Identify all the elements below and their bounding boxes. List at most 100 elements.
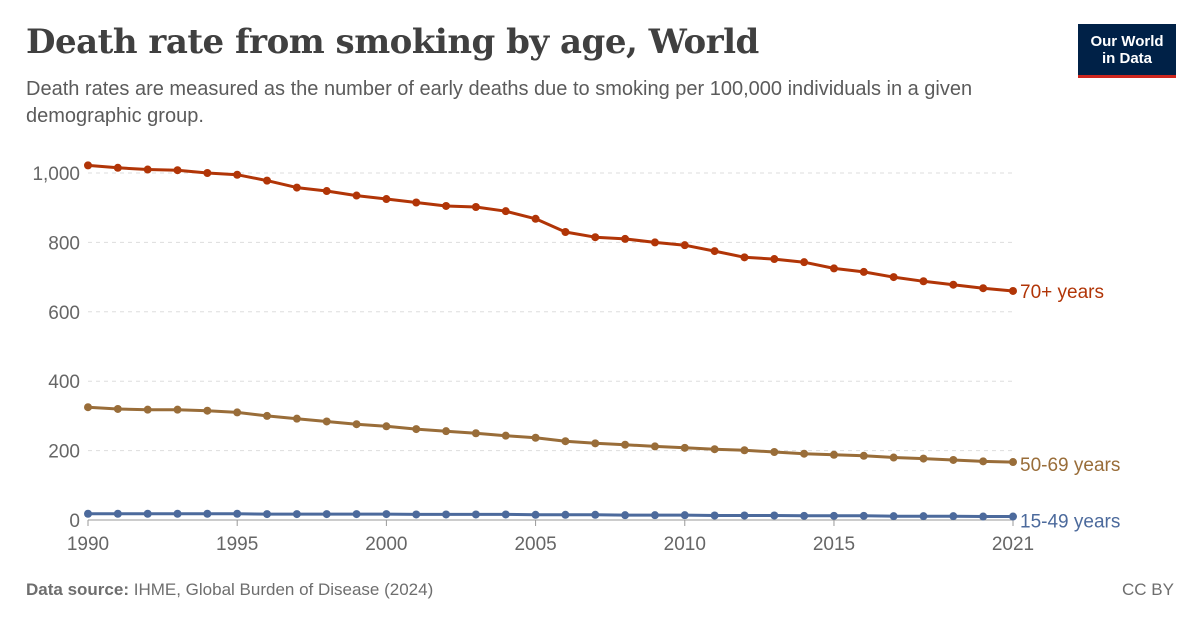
- data-point: [591, 439, 600, 448]
- data-point: [471, 429, 480, 438]
- data-point: [352, 191, 361, 200]
- data-point: [949, 512, 958, 521]
- owid-logo[interactable]: Our World in Data: [1078, 24, 1176, 78]
- data-point: [800, 511, 809, 520]
- data-point: [949, 455, 958, 464]
- x-tick-label: 1995: [216, 534, 258, 555]
- series-70-years: [84, 161, 1017, 295]
- series-label: 50-69 years: [1020, 455, 1120, 476]
- data-point: [919, 454, 928, 463]
- data-point: [263, 510, 272, 519]
- data-point: [800, 258, 809, 267]
- source-text[interactable]: IHME, Global Burden of Disease (2024): [133, 580, 434, 599]
- data-point: [263, 176, 272, 185]
- data-point: [442, 201, 451, 210]
- series-line: [87, 163, 1014, 293]
- data-point: [173, 509, 182, 518]
- series-15-49-years: [84, 509, 1017, 521]
- series-line: [87, 405, 1014, 464]
- data-point: [889, 512, 898, 521]
- data-point: [800, 449, 809, 458]
- data-point: [292, 510, 301, 519]
- y-tick-label: 1,000: [32, 164, 80, 185]
- data-point: [919, 277, 928, 286]
- data-point: [143, 405, 152, 414]
- data-point: [889, 273, 898, 282]
- series-label: 70+ years: [1020, 282, 1104, 303]
- data-point: [143, 509, 152, 518]
- data-point: [561, 437, 570, 446]
- data-point: [113, 404, 122, 413]
- y-tick-label: 0: [69, 511, 80, 532]
- x-tick-label: 2010: [664, 534, 706, 555]
- x-tick-label: 2021: [992, 534, 1034, 555]
- data-point: [561, 510, 570, 519]
- data-point: [442, 427, 451, 436]
- x-tick-label: 2000: [365, 534, 407, 555]
- data-point: [591, 510, 600, 519]
- data-point: [680, 443, 689, 452]
- data-point: [412, 425, 421, 434]
- data-point: [829, 264, 838, 273]
- data-point: [650, 511, 659, 520]
- data-point: [650, 238, 659, 247]
- data-point: [591, 233, 600, 242]
- data-point: [84, 161, 92, 170]
- data-point: [113, 509, 122, 518]
- data-point: [292, 414, 301, 423]
- series-50-69-years: [84, 403, 1017, 467]
- x-tick-label: 2005: [514, 534, 556, 555]
- data-point: [621, 511, 630, 520]
- data-point: [501, 431, 510, 440]
- data-point: [173, 405, 182, 414]
- data-point: [263, 411, 272, 420]
- chart-subtitle: Death rates are measured as the number o…: [26, 78, 973, 127]
- license-link[interactable]: CC BY: [1122, 580, 1174, 599]
- data-point: [561, 227, 570, 236]
- data-point: [173, 166, 182, 175]
- data-point: [471, 203, 480, 212]
- data-point: [382, 510, 391, 519]
- data-point: [770, 255, 779, 264]
- footer: Data source: IHME, Global Burden of Dise…: [26, 580, 1174, 600]
- data-point: [859, 511, 868, 520]
- data-point: [859, 451, 868, 460]
- series-label: 15-49 years: [1020, 512, 1120, 533]
- data-point: [621, 440, 630, 449]
- data-point: [531, 214, 540, 223]
- data-point: [203, 509, 212, 518]
- data-point: [740, 511, 749, 520]
- y-tick-label: 600: [48, 303, 80, 324]
- data-point: [740, 446, 749, 455]
- data-point: [710, 511, 719, 520]
- x-tick-label: 1990: [67, 534, 109, 555]
- data-point: [113, 163, 122, 172]
- data-point: [1009, 286, 1017, 295]
- data-point: [442, 510, 451, 519]
- data-point: [621, 234, 630, 243]
- data-point: [143, 165, 152, 174]
- data-point: [531, 433, 540, 442]
- data-point: [322, 510, 331, 519]
- data-point: [949, 280, 958, 289]
- source-label: Data source:: [26, 580, 129, 599]
- data-point: [1009, 512, 1017, 521]
- data-point: [84, 403, 92, 412]
- data-point: [501, 207, 510, 216]
- chart-title: Death rate from smoking by age, World: [26, 22, 759, 62]
- axes: 0 200 400 600 800 1,000 1990 1995 2000 2005 2010 20…: [32, 164, 1034, 555]
- data-point: [471, 510, 480, 519]
- data-point: [889, 453, 898, 462]
- data-point: [412, 510, 421, 519]
- data-point: [382, 422, 391, 431]
- data-point: [770, 511, 779, 520]
- data-point: [292, 183, 301, 192]
- data-point: [710, 247, 719, 256]
- data-point: [919, 512, 928, 521]
- logo-line-1: Our World: [1090, 33, 1164, 50]
- data-point: [412, 198, 421, 207]
- data-point: [740, 253, 749, 262]
- data-point: [84, 509, 92, 518]
- data-point: [979, 284, 988, 293]
- data-point: [531, 510, 540, 519]
